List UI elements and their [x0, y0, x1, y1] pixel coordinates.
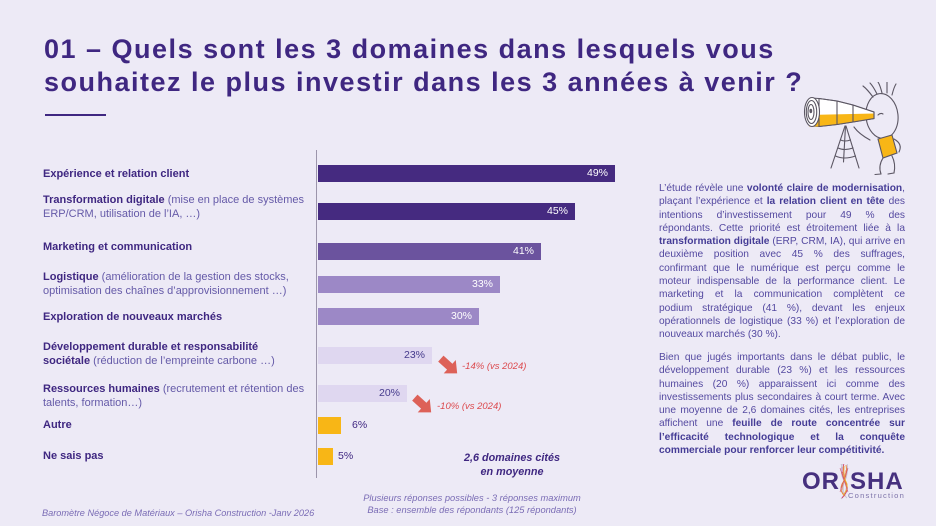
svg-text:Construction: Construction: [848, 491, 905, 500]
svg-text:OR: OR: [802, 468, 840, 495]
svg-text:SHA: SHA: [850, 468, 904, 495]
